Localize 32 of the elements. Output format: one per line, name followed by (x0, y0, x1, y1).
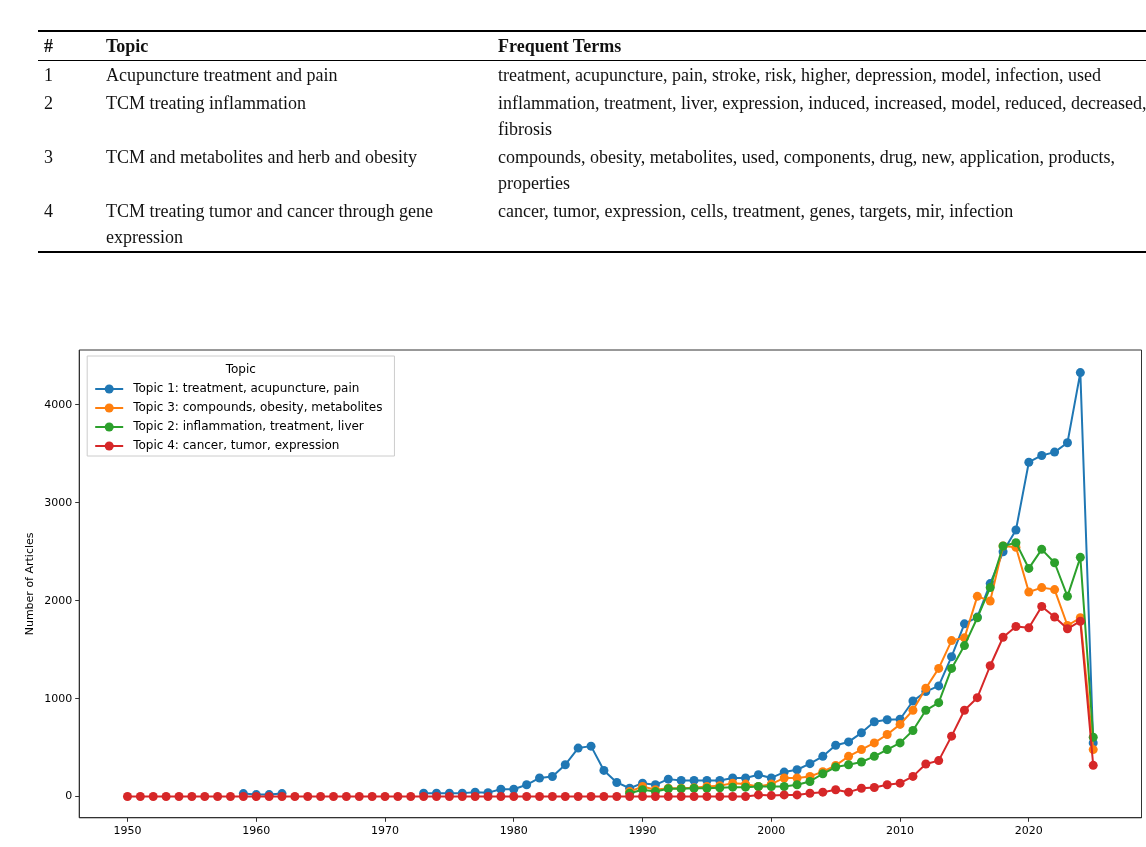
y-tick-label: 0 (65, 789, 73, 803)
text: 3 (43, 146, 54, 169)
text: treatment, acupuncture, pain, stroke, risk, higher, depression, model, infection, used (497, 64, 1103, 87)
x-tick-label: 1970 (371, 824, 400, 838)
x-tick-label: 2010 (886, 824, 915, 838)
text: cancer, tumor, expression, cells, treatment, genes, targets, mir, infection (497, 200, 1015, 223)
x-tick-label: 2020 (1014, 824, 1043, 838)
text: Frequent Terms (492, 32, 1146, 61)
y-tick-label: 4000 (44, 397, 73, 411)
y-tick-label: 3000 (44, 495, 73, 509)
text: TCM treating tumor and cancer through gene expression (105, 200, 434, 249)
x-tick-label: 2000 (757, 824, 786, 838)
text: 4 (43, 200, 54, 223)
legend-label: Topic 3: compounds, obesity, metabolites (132, 400, 383, 415)
text: Topic (100, 32, 492, 61)
x-tick-label: 1950 (113, 824, 142, 838)
y-tick-label: 1000 (44, 691, 73, 705)
legend-title: Topic (224, 362, 256, 377)
text: 2 (43, 92, 54, 115)
x-tick-label: 1980 (499, 824, 528, 838)
text: Acupuncture treatment and pain (105, 64, 339, 87)
y-tick-label: 2000 (44, 593, 73, 607)
legend-label: Topic 1: treatment, acupuncture, pain (132, 381, 360, 396)
text: # (38, 32, 100, 61)
text: TCM treating inflammation (105, 92, 307, 115)
x-tick-label: 1960 (242, 824, 271, 838)
legend-label: Topic 4: cancer, tumor, expression (132, 438, 340, 453)
x-tick-label: 1990 (628, 824, 657, 838)
y-axis-title: Number of Articles (23, 532, 37, 636)
legend-label: Topic 2: inflammation, treatment, liver (132, 419, 364, 434)
text: TCM and metabolites and herb and obesity (105, 146, 418, 169)
text: 1 (43, 64, 54, 87)
